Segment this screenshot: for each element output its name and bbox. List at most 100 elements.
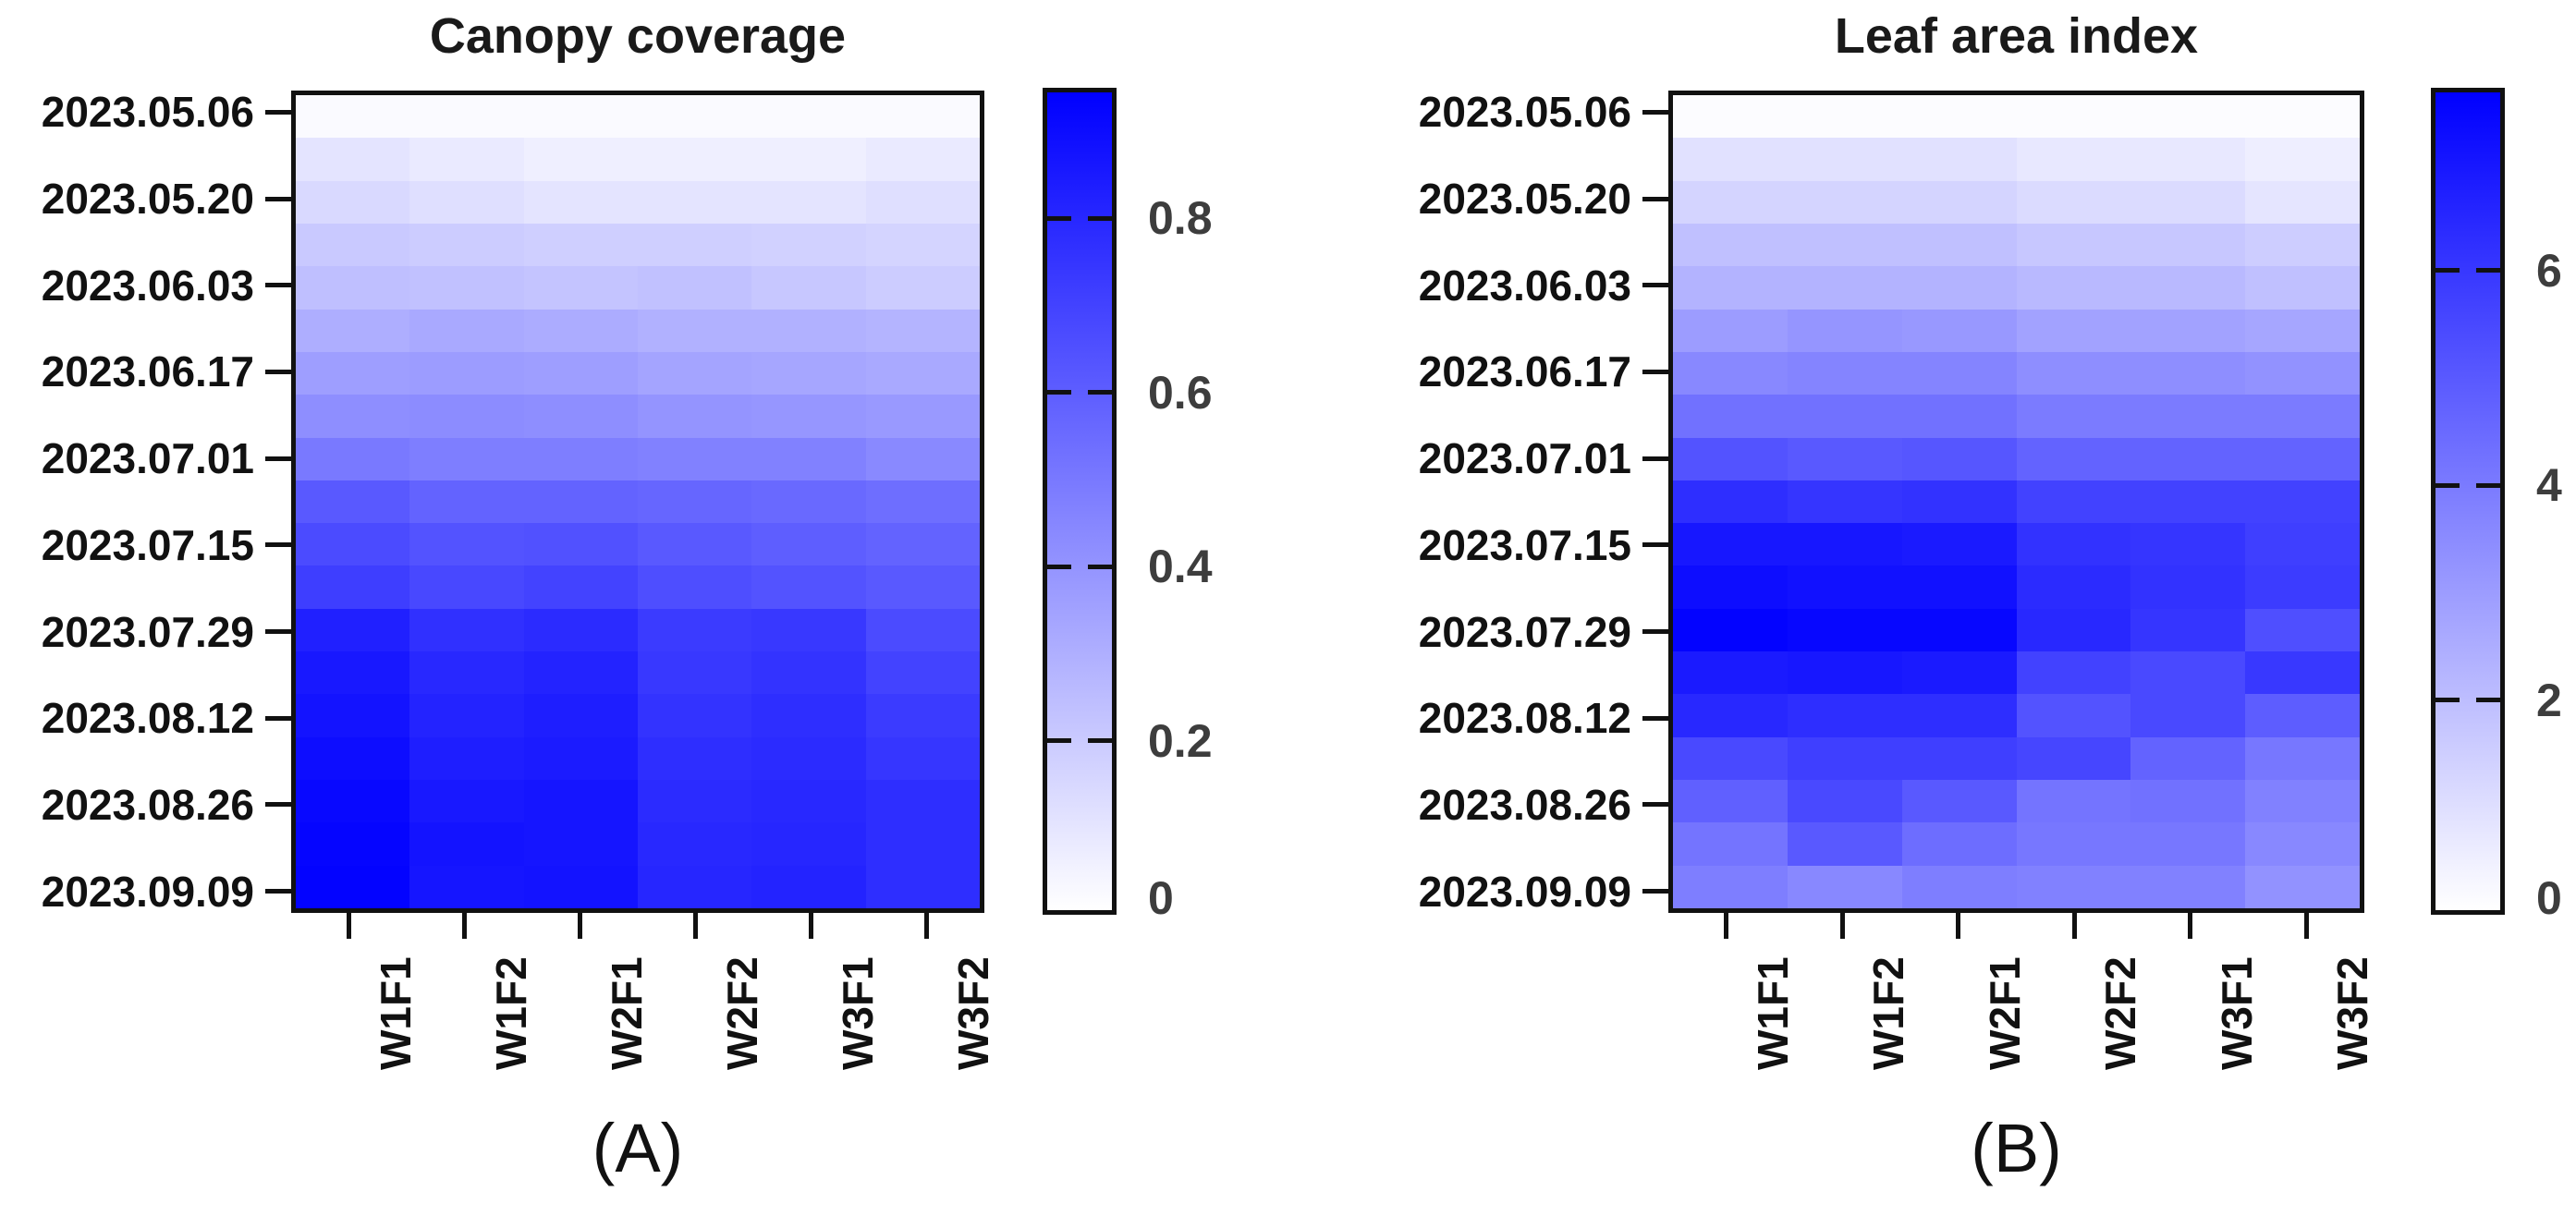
heatmap-cell: [1673, 736, 1788, 781]
heatmap-cell: [1673, 309, 1788, 352]
heatmap-cell: [865, 351, 980, 395]
heatmap-cell: [2016, 266, 2131, 310]
heatmap-cell: [1787, 95, 1902, 139]
heatmap-cell: [1787, 565, 1902, 609]
heatmap-cell: [1673, 523, 1788, 566]
heatmap-cell: [1787, 651, 1902, 695]
heatmap-cell: [1673, 351, 1788, 395]
heatmap-cell: [409, 138, 524, 181]
heatmap-cell: [296, 565, 410, 609]
heatmap-cell: [409, 309, 524, 352]
heatmap-cell: [2016, 309, 2131, 352]
colorbar-tick: [1088, 738, 1112, 744]
y-axis-tick: [1642, 109, 1668, 115]
heatmap-cell: [409, 180, 524, 224]
x-axis-tick: [1839, 913, 1845, 939]
heatmap-cell: [296, 694, 410, 737]
heatmap-cell: [638, 138, 752, 181]
heatmap-cell: [523, 822, 638, 866]
heatmap-cell: [296, 822, 410, 866]
heatmap-cell: [865, 95, 980, 139]
heatmap-cell: [2245, 95, 2360, 139]
heatmap-cell: [751, 694, 866, 737]
heatmap-cell: [2245, 351, 2360, 395]
heatmap-cell: [1673, 180, 1788, 224]
heatmap-cell: [2245, 309, 2360, 352]
heatmap-cell: [1787, 180, 1902, 224]
heatmap-cell: [2245, 736, 2360, 781]
colorbar-tick-label: 0.6: [1148, 366, 1213, 419]
panel-a-colorbar: [1043, 88, 1117, 915]
heatmap-cell: [2245, 865, 2360, 908]
y-axis-label: 2023.07.15: [1418, 520, 1631, 569]
heatmap-cell: [638, 523, 752, 566]
heatmap-cell: [1673, 865, 1788, 908]
colorbar-tick: [1047, 215, 1071, 221]
x-axis-tick: [809, 913, 813, 939]
x-axis-tick: [924, 913, 929, 939]
y-axis-label: 2023.05.20: [41, 175, 254, 224]
heatmap-cell: [296, 351, 410, 395]
x-axis-label: W2F1: [1980, 956, 2029, 1070]
heatmap-cell: [1901, 437, 2017, 480]
heatmap-cell: [638, 180, 752, 224]
heatmap-cell: [2016, 223, 2131, 267]
colorbar-tick-label: 0: [2536, 872, 2562, 924]
heatmap-cell: [2016, 523, 2131, 566]
colorbar-tick: [1088, 564, 1112, 569]
colorbar-tick: [2476, 698, 2500, 703]
heatmap-cell: [409, 480, 524, 524]
heatmap-cell: [296, 95, 410, 139]
x-axis-label: W3F2: [948, 956, 997, 1070]
y-axis-label: 2023.05.06: [41, 88, 254, 137]
y-axis-label: 2023.09.09: [1418, 867, 1631, 916]
panel-a-title: Canopy coverage: [429, 8, 847, 64]
heatmap-cell: [1673, 822, 1788, 866]
heatmap-cell: [2245, 266, 2360, 310]
heatmap-cell: [523, 480, 638, 524]
heatmap-cell: [296, 780, 410, 823]
y-axis-label: 2023.06.03: [41, 261, 254, 310]
heatmap-cell: [751, 351, 866, 395]
x-axis-label: W3F2: [2328, 956, 2377, 1070]
y-axis-label: 2023.07.29: [41, 607, 254, 656]
y-axis-tick: [1642, 715, 1668, 721]
heatmap-cell: [1673, 651, 1788, 695]
colorbar-tick-label: 0.4: [1148, 541, 1213, 593]
heatmap-cell: [523, 736, 638, 781]
heatmap-cell: [296, 395, 410, 438]
y-axis-tick: [1642, 456, 1668, 461]
heatmap-cell: [2245, 780, 2360, 823]
heatmap-cell: [523, 266, 638, 310]
colorbar-tick: [1047, 738, 1071, 744]
heatmap-cell: [2016, 865, 2131, 908]
heatmap-cell: [1673, 694, 1788, 737]
heatmap-cell: [1787, 736, 1902, 781]
heatmap-cell: [523, 694, 638, 737]
heatmap-cell: [751, 822, 866, 866]
heatmap-cell: [409, 437, 524, 480]
heatmap-cell: [296, 180, 410, 224]
heatmap-cell: [2130, 309, 2246, 352]
heatmap-cell: [2130, 565, 2246, 609]
heatmap-cell: [523, 437, 638, 480]
heatmap-cell: [865, 266, 980, 310]
heatmap-cell: [409, 223, 524, 267]
heatmap-cell: [751, 480, 866, 524]
colorbar-tick: [1088, 215, 1112, 221]
heatmap-cell: [2245, 565, 2360, 609]
heatmap-cell: [865, 865, 980, 908]
y-axis-label: 2023.08.12: [41, 694, 254, 743]
heatmap-cell: [1901, 822, 2017, 866]
heatmap-cell: [865, 736, 980, 781]
heatmap-cell: [1673, 266, 1788, 310]
heatmap-cell: [1787, 309, 1902, 352]
y-axis-tick: [1642, 889, 1668, 894]
heatmap-cell: [2130, 266, 2246, 310]
y-axis-tick: [265, 889, 291, 894]
x-axis-label: W2F1: [602, 956, 651, 1070]
heatmap-cell: [296, 309, 410, 352]
heatmap-cell: [751, 95, 866, 139]
x-axis-tick: [2303, 913, 2309, 939]
heatmap-cell: [2245, 395, 2360, 438]
